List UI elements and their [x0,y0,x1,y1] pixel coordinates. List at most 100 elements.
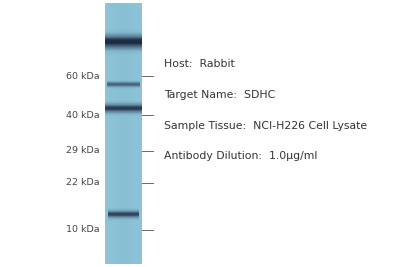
Bar [109,3,110,264]
Text: 22 kDa: 22 kDa [66,178,100,187]
Bar [106,112,142,113]
Bar [108,217,140,218]
Bar [106,36,142,37]
Bar [106,45,142,46]
Bar [106,34,142,35]
Bar [126,3,128,264]
Bar [136,3,137,264]
Bar [108,219,140,220]
Bar [120,3,121,264]
Bar [106,3,107,264]
Text: Host:  Rabbit: Host: Rabbit [164,60,235,69]
Bar [106,107,142,108]
Bar [106,100,142,101]
Bar [124,3,125,264]
Bar [106,53,142,54]
Bar [106,106,142,107]
Bar [106,42,142,43]
Bar [134,3,135,264]
Bar [108,216,140,217]
Bar [106,29,142,30]
Text: Antibody Dilution:  1.0μg/ml: Antibody Dilution: 1.0μg/ml [164,151,318,161]
Bar [128,3,129,264]
Bar [108,214,140,215]
Bar [133,3,134,264]
Bar [107,80,140,81]
Bar [111,3,112,264]
Bar [106,33,142,34]
Bar [107,82,140,83]
Bar [119,3,120,264]
Bar [140,3,141,264]
Bar [138,3,140,264]
Bar [115,3,116,264]
Bar [108,218,140,219]
Bar [107,88,140,89]
Bar [106,39,142,40]
Bar [107,3,108,264]
Bar [106,104,142,105]
Bar [108,209,140,210]
Bar [106,38,142,39]
Bar [106,109,142,110]
Bar [122,3,123,264]
Text: 10 kDa: 10 kDa [66,225,100,234]
Bar [141,3,142,264]
Bar [106,40,142,41]
Bar [106,114,142,115]
Bar [130,3,131,264]
Bar [106,49,142,50]
Bar [108,208,140,209]
Text: Sample Tissue:  NCI-H226 Cell Lysate: Sample Tissue: NCI-H226 Cell Lysate [164,120,367,131]
Bar [106,50,142,51]
Bar [118,3,119,264]
Bar [123,3,124,264]
Bar [106,32,142,33]
Text: 29 kDa: 29 kDa [66,146,100,155]
Bar [108,3,109,264]
Bar [107,83,140,84]
Bar [107,85,140,86]
Bar [107,86,140,87]
Bar [106,48,142,49]
Bar [107,81,140,82]
Bar [108,213,140,214]
Bar [117,3,118,264]
Bar [106,43,142,44]
Bar [106,108,142,109]
Bar [106,52,142,53]
Bar [106,44,142,45]
Bar [106,37,142,38]
Bar [108,210,140,211]
Bar [108,211,140,212]
Text: 60 kDa: 60 kDa [66,72,100,81]
Bar [114,3,115,264]
Bar [106,115,142,116]
Bar [108,212,140,213]
Bar [106,46,142,47]
Bar [113,3,114,264]
Bar [132,3,133,264]
Bar [106,47,142,48]
Bar [129,3,130,264]
Bar [135,3,136,264]
Bar [116,3,117,264]
Bar [106,35,142,36]
Bar [108,220,140,221]
Bar [106,105,142,106]
Bar [106,30,142,31]
Bar [121,3,122,264]
Bar [106,51,142,52]
Text: 40 kDa: 40 kDa [66,111,100,120]
Bar [106,102,142,103]
Bar [107,87,140,88]
Bar [137,3,138,264]
Bar [112,3,113,264]
Bar [106,110,142,111]
Bar [131,3,132,264]
Bar [106,31,142,32]
Bar [106,41,142,42]
Bar [108,215,140,216]
Text: Target Name:  SDHC: Target Name: SDHC [164,90,276,100]
Bar [107,84,140,85]
